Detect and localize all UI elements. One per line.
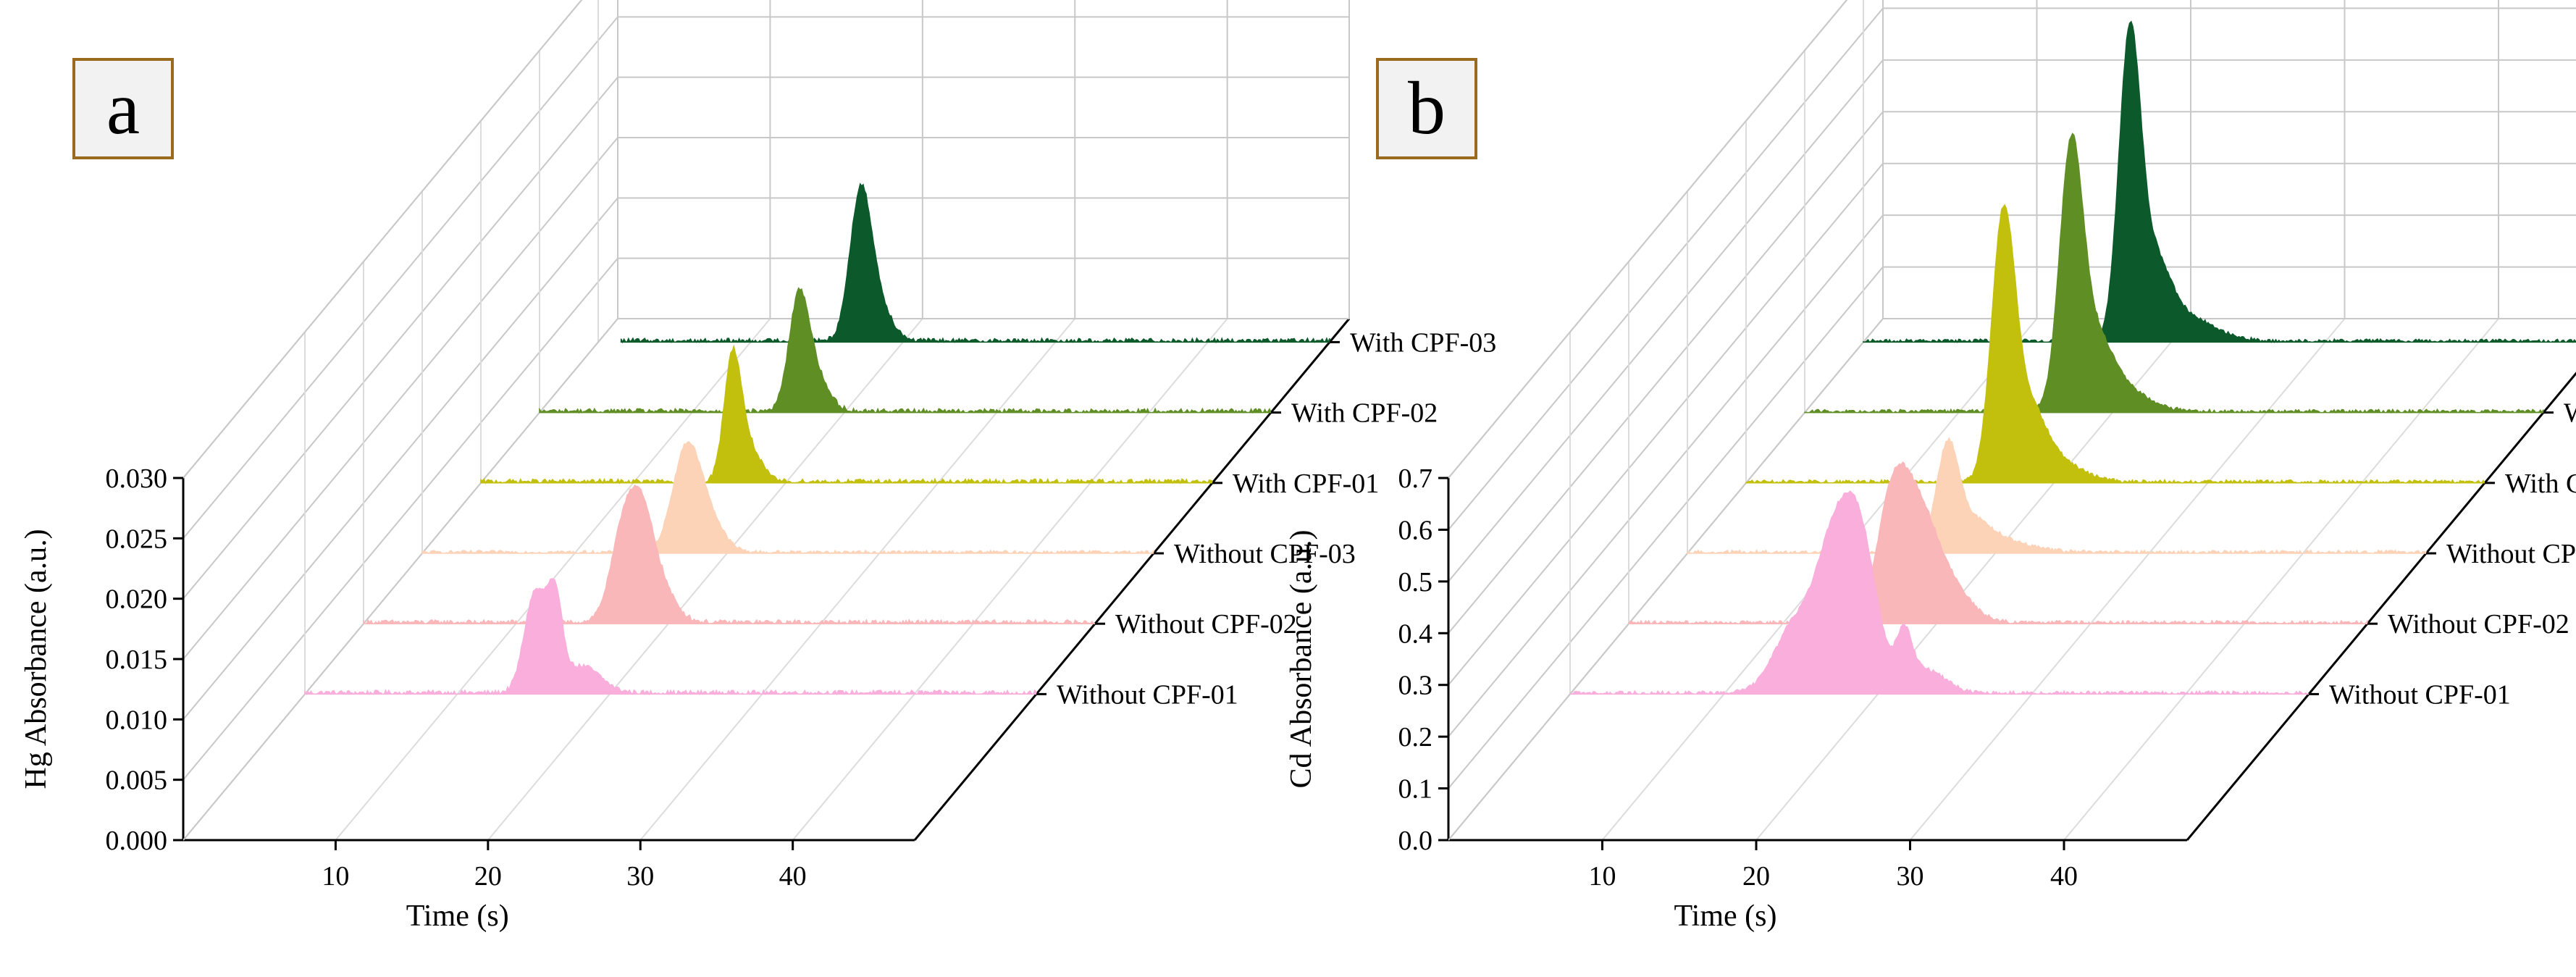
floor-gridline <box>639 318 1076 841</box>
y-tick-label: 0.000 <box>106 826 168 856</box>
floor-gridline <box>487 318 923 841</box>
series-area <box>1627 461 2368 625</box>
series-label: With CPF-02 <box>1291 398 1438 429</box>
y-tick-label: 0.005 <box>106 766 168 796</box>
series-without-cpf-03: Without CPF-03 <box>1686 437 2576 569</box>
series-area <box>1570 490 2309 696</box>
y-tick-label: 0.1 <box>1398 774 1433 805</box>
side-wall-gridline <box>182 258 618 781</box>
series-with-cpf-03: With CPF-03 <box>620 183 1496 358</box>
series-area <box>1804 133 2544 414</box>
y-tick-label: 0.3 <box>1398 671 1433 701</box>
side-wall-gridline <box>1448 266 1884 789</box>
panel-label-b: b <box>1376 58 1477 159</box>
chart-panel-b: 0.0 0.1 0.2 0.3 0.4 0.5 0.6 0.7 10 20 30 40 Time (s)… <box>1285 0 2576 933</box>
chart-panel-a: 0.000 0.005 0.010 0.015 0.020 0.025 0.030 10 20 3… <box>20 0 1496 933</box>
x-tick-label: 10 <box>322 861 349 892</box>
floor-gridline <box>1909 318 2346 841</box>
series-with-cpf-03: With CPF-03 <box>1863 20 2576 343</box>
series-area <box>1745 204 2485 485</box>
side-wall-gridline <box>1448 111 1884 634</box>
x-tick-label: 40 <box>2050 861 2078 892</box>
series-label: Without CPF-03 <box>1174 539 1356 569</box>
series-area <box>480 344 1213 485</box>
series-area <box>1686 437 2427 555</box>
series-with-cpf-01: With CPF-01 <box>480 344 1379 499</box>
x-tick-label: 20 <box>474 861 502 892</box>
series-label: Without CPF-02 <box>2388 609 2569 640</box>
series-label: Without CPF-01 <box>1057 679 1238 710</box>
depth-axis-line <box>2186 372 2576 841</box>
side-wall-gridline <box>1448 0 1848 479</box>
frame-edge <box>182 318 618 841</box>
y-axis-title: Cd Absorbance (a.u.) <box>1285 530 1318 789</box>
series-label: Without CPF-03 <box>2446 539 2576 569</box>
frame-edge <box>1448 0 1848 479</box>
x-tick-label: 10 <box>1589 861 1616 892</box>
side-wall-gridline <box>182 16 618 539</box>
y-axis-title: Hg Absorbance (a.u.) <box>20 529 53 789</box>
side-wall-gridline <box>182 137 618 660</box>
x-tick-label: 30 <box>1897 861 1924 892</box>
series-label: With CPF-01 <box>1233 469 1379 499</box>
series-with-cpf-01: With CPF-01 <box>1745 204 2576 499</box>
panel-label-a: a <box>72 58 174 159</box>
y-tick-label: 0.010 <box>106 705 168 735</box>
y-tick-label: 0.7 <box>1398 464 1433 494</box>
x-tick-label: 20 <box>1742 861 1770 892</box>
y-tick-label: 0.0 <box>1398 826 1433 856</box>
y-tick-label: 0.6 <box>1398 515 1433 545</box>
series-label: Without CPF-01 <box>2329 679 2511 710</box>
frame-edge <box>182 0 583 479</box>
y-tick-label: 0.5 <box>1398 567 1433 597</box>
y-tick-label: 0.015 <box>106 645 168 675</box>
y-tick-label: 0.4 <box>1398 619 1433 649</box>
y-tick-label: 0.020 <box>106 584 168 615</box>
series-without-cpf-01: Without CPF-01 <box>304 578 1238 710</box>
series-label: With CPF-01 <box>2505 469 2576 499</box>
y-tick-label: 0.025 <box>106 524 168 554</box>
side-wall-gridline <box>182 77 618 600</box>
floor-gridline <box>792 318 1228 841</box>
series-without-cpf-02: Without CPF-02 <box>1627 461 2569 640</box>
x-axis-title: Time (s) <box>406 900 509 933</box>
series-area <box>620 183 1330 344</box>
series-area <box>304 578 1037 696</box>
y-tick-label: 0.030 <box>106 464 168 494</box>
side-wall-gridline <box>1448 59 1884 582</box>
series-without-cpf-02: Without CPF-02 <box>363 485 1297 640</box>
side-wall-gridline <box>182 0 583 479</box>
series-area <box>1863 20 2576 343</box>
series-without-cpf-01: Without CPF-01 <box>1570 490 2511 710</box>
side-wall-gridline <box>1448 214 1884 737</box>
x-tick-label: 40 <box>779 861 807 892</box>
series-label: With CPF-03 <box>1350 327 1496 358</box>
series-without-cpf-03: Without CPF-03 <box>421 440 1356 569</box>
series-area <box>539 287 1272 414</box>
series-area <box>363 485 1096 626</box>
series-with-cpf-02: With CPF-02 <box>539 287 1438 429</box>
side-wall-gridline <box>1448 7 1884 531</box>
frame-edge <box>1448 318 1884 841</box>
depth-axis-line <box>913 318 1351 841</box>
axes-frame <box>1447 0 2576 842</box>
x-axis-title: Time (s) <box>1674 900 1777 933</box>
y-tick-label: 0.2 <box>1398 722 1433 752</box>
side-wall-gridline <box>182 197 618 720</box>
series-area <box>421 440 1154 555</box>
series-label: With CPF-02 <box>2564 398 2576 429</box>
floor-gridline <box>2063 318 2499 841</box>
series-label: Without CPF-02 <box>1115 609 1297 640</box>
x-tick-label: 30 <box>626 861 654 892</box>
side-wall-gridline <box>1448 163 1884 686</box>
series-with-cpf-02: With CPF-02 <box>1804 133 2576 429</box>
axes-frame <box>182 0 1351 842</box>
